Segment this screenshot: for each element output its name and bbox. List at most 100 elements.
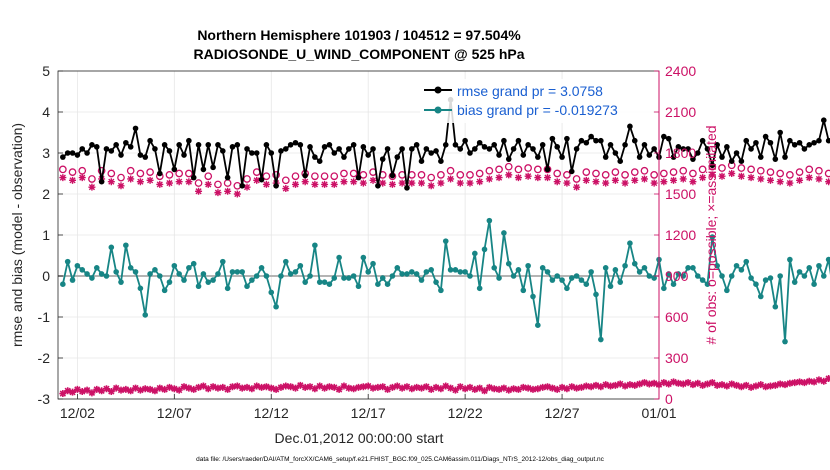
- bias-point-13: [123, 242, 129, 249]
- bias-point-132: [699, 277, 706, 283]
- possible-obs-marker-10: [107, 169, 116, 178]
- rmse-point-134: [709, 162, 716, 169]
- rmse-point-93: [510, 146, 517, 152]
- bottom-obs-marker-129: [684, 379, 692, 387]
- y-right-tick-label-0: 0: [665, 391, 673, 407]
- bottom-obs-marker-66: [379, 383, 387, 391]
- bias-point-67: [384, 281, 391, 288]
- assimilated-obs-marker-24: [175, 178, 183, 186]
- bottom-obs-marker-116: [621, 382, 629, 390]
- rmse-point-120: [641, 142, 648, 148]
- rmse-point-116: [622, 142, 628, 148]
- bottom-obs-marker-126: [670, 378, 678, 386]
- rmse-point-136: [719, 154, 725, 160]
- possible-obs-marker-38: [243, 175, 251, 183]
- possible-obs-marker-82: [456, 171, 465, 179]
- bottom-obs-marker-26: [185, 384, 193, 392]
- assimilated-obs-marker-80: [447, 175, 455, 183]
- rmse-point-145: [762, 133, 769, 140]
- assimilated-obs-marker-42: [262, 180, 270, 188]
- legend-rmse-label: rmse grand pr = 3.0758: [457, 83, 603, 99]
- rmse-point-69: [394, 154, 401, 160]
- possible-obs-marker-44: [272, 171, 280, 179]
- possible-obs-marker-146: [766, 168, 775, 176]
- bias-point-31: [210, 277, 216, 283]
- bottom-obs-marker-120: [640, 379, 648, 387]
- rmse-point-138: [728, 158, 735, 164]
- rmse-point-75: [423, 146, 430, 152]
- bottom-obs-marker-87: [481, 387, 489, 395]
- rmse-point-33: [219, 148, 226, 154]
- bias-point-64: [370, 260, 376, 267]
- rmse-point-117: [627, 123, 633, 130]
- possible-obs-marker-0: [58, 165, 67, 174]
- rmse-point-18: [147, 137, 153, 144]
- rmse-point-9: [103, 146, 110, 152]
- bias-point-42: [263, 273, 270, 279]
- bottom-obs-marker-35: [228, 383, 236, 391]
- rmse-point-21: [161, 142, 168, 148]
- assimilated-obs-marker-84: [466, 179, 474, 187]
- rmse-point-151: [791, 142, 798, 148]
- rmse-point-114: [612, 150, 619, 156]
- rmse-point-84: [467, 150, 473, 156]
- bottom-obs-marker-124: [660, 379, 668, 387]
- possible-obs-marker-90: [495, 165, 503, 174]
- possible-obs-marker-124: [659, 169, 668, 178]
- rmse-point-77: [433, 148, 439, 154]
- assimilated-obs-marker-150: [786, 179, 794, 187]
- bottom-obs-marker-140: [737, 383, 745, 391]
- rmse-point-48: [292, 139, 299, 146]
- bias-point-32: [215, 271, 221, 277]
- bias-point-130: [690, 265, 696, 271]
- bias-point-79: [442, 238, 449, 244]
- bias-point-122: [651, 275, 657, 281]
- rmse-point-76: [428, 150, 435, 156]
- bias-point-80: [447, 267, 454, 273]
- possible-obs-marker-8: [97, 166, 106, 175]
- possible-obs-marker-92: [504, 162, 513, 171]
- bias-point-1: [64, 258, 71, 265]
- bottom-obs-marker-131: [694, 379, 702, 387]
- rmse-point-7: [93, 144, 100, 150]
- bottom-obs-marker-14: [127, 387, 135, 395]
- bias-point-19: [152, 267, 158, 273]
- bottom-obs-marker-100: [544, 383, 552, 391]
- bottom-obs-marker-153: [800, 379, 808, 387]
- assimilated-obs-marker-28: [195, 187, 203, 195]
- bottom-obs-marker-99: [539, 383, 547, 391]
- possible-obs-marker-116: [621, 171, 629, 179]
- possible-obs-marker-98: [533, 165, 542, 174]
- bottom-obs-marker-132: [699, 381, 707, 389]
- possible-obs-marker-110: [592, 169, 600, 178]
- bottom-obs-marker-98: [534, 385, 542, 393]
- bottom-obs-marker-68: [388, 383, 396, 391]
- rmse-point-83: [462, 137, 468, 144]
- bottom-obs-marker-49: [296, 381, 304, 389]
- bottom-obs-marker-41: [258, 383, 266, 391]
- possible-obs-marker-80: [446, 166, 455, 175]
- possible-obs-marker-88: [485, 166, 494, 175]
- x-tick-label-3: 12/17: [351, 405, 386, 421]
- legend: rmse grand pr = 3.0758 bias grand pr = -…: [420, 79, 653, 123]
- bias-point-84: [467, 273, 473, 279]
- possible-obs-marker-156: [815, 166, 823, 175]
- bottom-obs-marker-65: [374, 383, 382, 391]
- y-left-tick-label-4: 1: [42, 227, 50, 243]
- bottom-obs-marker-47: [287, 383, 295, 391]
- rmse-point-109: [588, 133, 594, 140]
- assimilated-obs-marker-90: [495, 174, 503, 182]
- rmse-point-35: [229, 144, 236, 150]
- possible-obs-marker-150: [786, 171, 794, 179]
- bias-point-94: [515, 267, 522, 273]
- bottom-obs-marker-10: [107, 387, 115, 395]
- rmse-point-137: [724, 144, 730, 150]
- bias-point-146: [767, 275, 774, 281]
- bottom-obs-marker-73: [413, 383, 421, 391]
- y-axis-right-label: # of obs: o=possible; ×=assimilated: [703, 125, 719, 344]
- rmse-point-90: [496, 152, 502, 158]
- bottom-obs-marker-40: [253, 382, 261, 390]
- bias-point-40: [253, 273, 260, 279]
- bottom-obs-marker-79: [442, 382, 450, 390]
